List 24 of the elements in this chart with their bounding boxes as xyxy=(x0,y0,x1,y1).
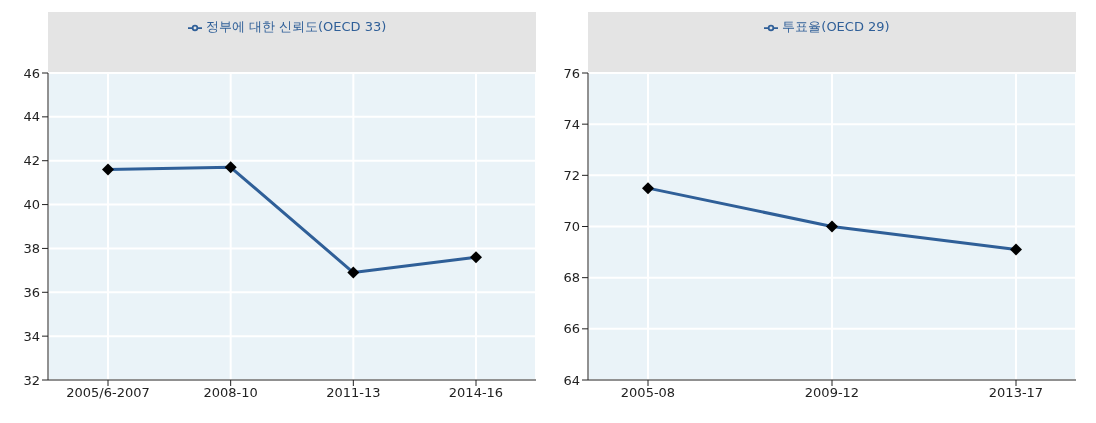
x-tick-label: 2009-12 xyxy=(804,385,860,401)
y-tick-label: 64 xyxy=(563,372,580,388)
y-tick-label: 42 xyxy=(23,153,40,169)
legend-label: 투표율(OECD 29) xyxy=(782,19,890,34)
y-tick-label: 66 xyxy=(563,321,580,337)
x-tick-label: 2008-10 xyxy=(203,385,258,401)
x-tick-label: 2014-16 xyxy=(448,385,504,401)
y-tick-label: 32 xyxy=(23,372,40,388)
y-tick-label: 76 xyxy=(563,65,580,81)
y-tick-label: 72 xyxy=(563,167,580,183)
y-tick-label: 40 xyxy=(23,197,40,213)
y-tick-label: 46 xyxy=(23,65,40,81)
x-tick-label: 2011-13 xyxy=(326,385,381,401)
y-tick-label: 38 xyxy=(23,241,40,257)
y-tick-label: 68 xyxy=(563,270,580,286)
y-tick-label: 36 xyxy=(23,284,40,300)
y-tick-label: 34 xyxy=(23,328,40,344)
x-tick-label: 2005-08 xyxy=(620,385,676,401)
y-tick-label: 44 xyxy=(23,109,40,125)
x-tick-label: 2005/6-2007 xyxy=(66,385,150,401)
legend-label: 정부에 대한 신뢰도(OECD 33) xyxy=(205,19,387,34)
y-tick-label: 70 xyxy=(563,219,580,235)
x-tick-label: 2013-17 xyxy=(988,385,1044,401)
y-tick-label: 74 xyxy=(563,116,580,132)
